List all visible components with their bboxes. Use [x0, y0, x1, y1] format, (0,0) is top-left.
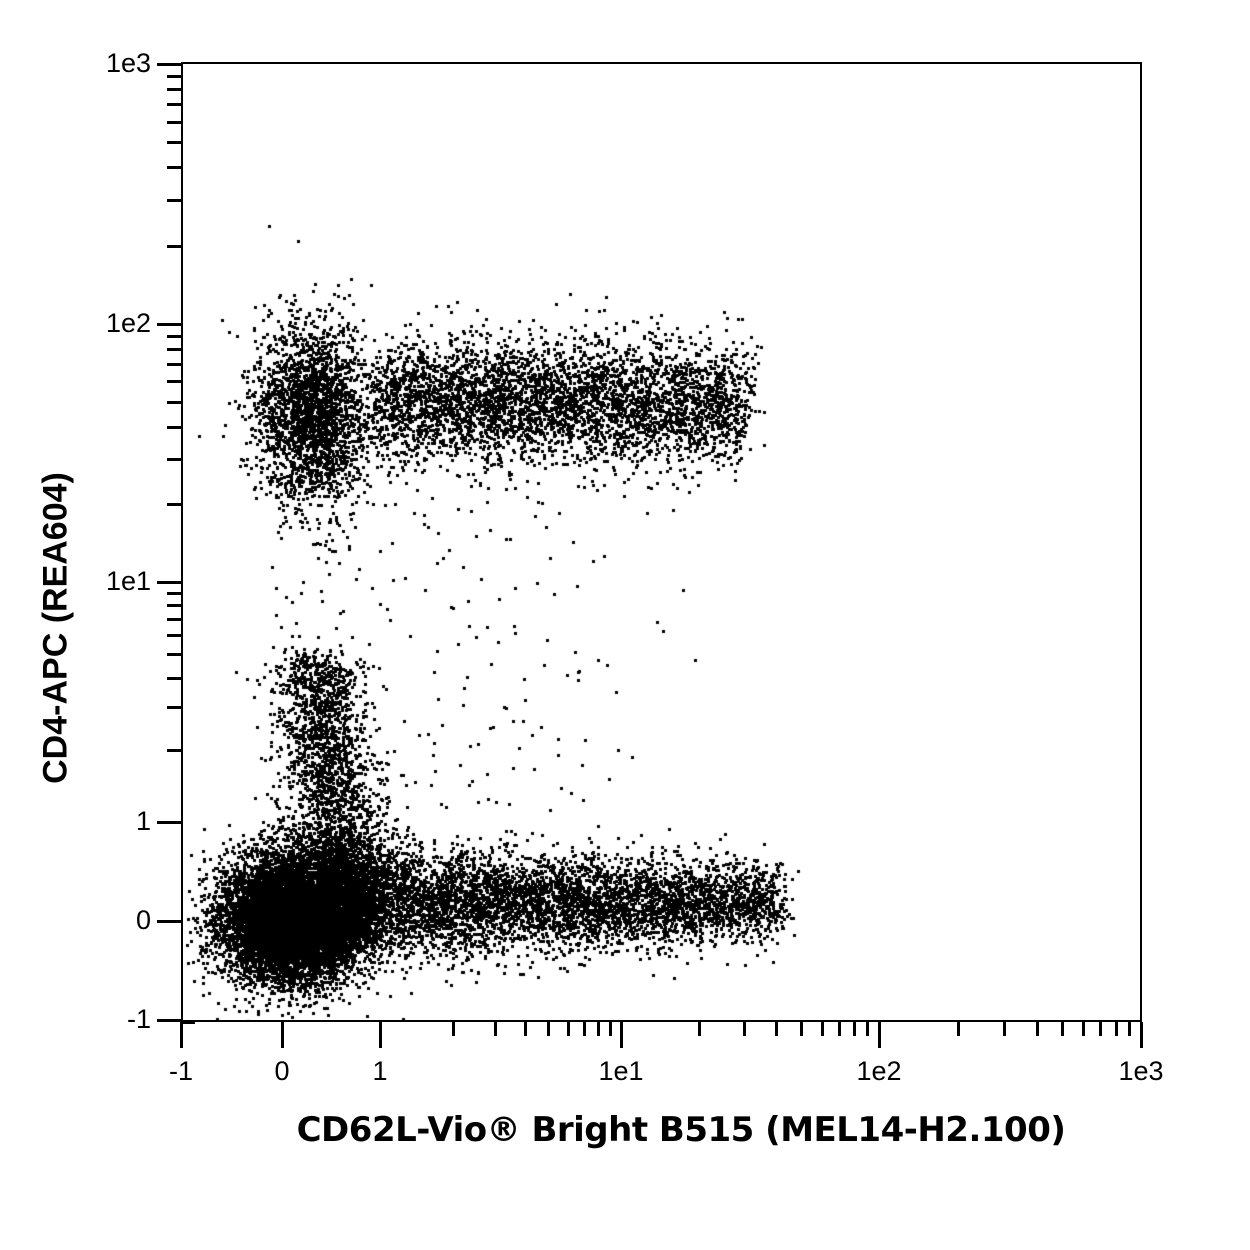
- y-minor-tick: [167, 457, 181, 461]
- y-minor-tick: [167, 706, 181, 710]
- y-minor-tick: [167, 348, 181, 351]
- y-minor-tick: [167, 400, 181, 404]
- y-minor-tick: [167, 380, 181, 384]
- x-axis-title: CD62L-Vio® Bright B515 (MEL14-H2.100): [296, 1110, 1066, 1150]
- y-axis-title: CD4-APC (REA604): [36, 472, 75, 784]
- scatter-dots: [181, 62, 1142, 1022]
- y-major-tick: [157, 920, 181, 923]
- x-minor-tick: [582, 1022, 586, 1036]
- corner-mark: [181, 1021, 195, 1024]
- x-tick-label: 0: [274, 1056, 290, 1086]
- y-minor-tick: [167, 244, 181, 248]
- y-minor-tick: [167, 604, 181, 608]
- x-minor-tick: [838, 1022, 842, 1036]
- x-tick-label: 1e1: [598, 1056, 644, 1086]
- x-minor-tick: [596, 1022, 600, 1036]
- y-major-tick: [157, 821, 181, 824]
- y-minor-tick: [167, 618, 181, 622]
- x-minor-tick: [1114, 1022, 1118, 1036]
- x-minor-tick: [566, 1022, 570, 1036]
- x-major-tick: [281, 1022, 284, 1048]
- x-minor-tick: [451, 1022, 455, 1036]
- y-major-tick: [157, 323, 181, 326]
- x-major-tick: [878, 1022, 881, 1048]
- x-minor-tick: [1128, 1022, 1131, 1036]
- y-minor-tick: [167, 103, 181, 107]
- x-minor-tick: [956, 1022, 960, 1036]
- x-minor-tick: [608, 1022, 612, 1036]
- x-major-tick: [180, 1022, 183, 1048]
- y-minor-tick: [167, 74, 181, 78]
- y-minor-tick: [167, 503, 181, 507]
- y-tick-label: 1e3: [105, 48, 151, 78]
- x-minor-tick: [493, 1022, 497, 1036]
- x-minor-tick: [743, 1022, 747, 1036]
- x-minor-tick: [1035, 1022, 1039, 1036]
- x-minor-tick: [800, 1022, 804, 1036]
- y-tick-label: 1: [135, 806, 151, 836]
- y-tick-label: 1e1: [105, 566, 151, 596]
- y-minor-tick: [167, 676, 181, 680]
- x-minor-tick: [852, 1022, 856, 1036]
- x-minor-tick: [820, 1022, 824, 1036]
- y-tick-label: 0: [135, 905, 151, 935]
- x-minor-tick: [547, 1022, 551, 1036]
- x-major-tick: [1140, 1022, 1143, 1048]
- y-minor-tick: [167, 362, 181, 366]
- y-minor-tick: [167, 198, 181, 202]
- y-major-tick: [157, 63, 181, 66]
- y-minor-tick: [167, 166, 181, 170]
- y-major-tick: [157, 1019, 181, 1022]
- x-minor-tick: [1099, 1022, 1103, 1036]
- x-tick-label: 1e3: [1118, 1056, 1164, 1086]
- x-tick-label: -1: [168, 1056, 193, 1086]
- y-minor-tick: [167, 141, 181, 145]
- y-major-tick: [157, 581, 181, 584]
- x-minor-tick: [1081, 1022, 1085, 1036]
- y-minor-tick: [167, 634, 181, 638]
- y-minor-tick: [167, 425, 181, 429]
- x-minor-tick: [697, 1022, 701, 1036]
- y-minor-tick: [167, 748, 181, 752]
- x-tick-label: 1e2: [856, 1056, 902, 1086]
- y-minor-tick: [167, 88, 181, 92]
- x-minor-tick: [1003, 1022, 1006, 1036]
- x-major-tick: [379, 1022, 382, 1048]
- x-minor-tick: [866, 1022, 870, 1036]
- y-minor-tick: [167, 334, 181, 338]
- y-minor-tick: [167, 120, 181, 124]
- x-tick-label: 1: [372, 1056, 388, 1086]
- y-minor-tick: [167, 653, 181, 657]
- y-tick-label: -1: [126, 1004, 151, 1034]
- y-tick-label: 1e2: [105, 308, 151, 338]
- x-major-tick: [620, 1022, 623, 1048]
- x-minor-tick: [775, 1022, 779, 1036]
- x-minor-tick: [524, 1022, 528, 1036]
- y-minor-tick: [167, 591, 181, 595]
- x-minor-tick: [1061, 1022, 1065, 1036]
